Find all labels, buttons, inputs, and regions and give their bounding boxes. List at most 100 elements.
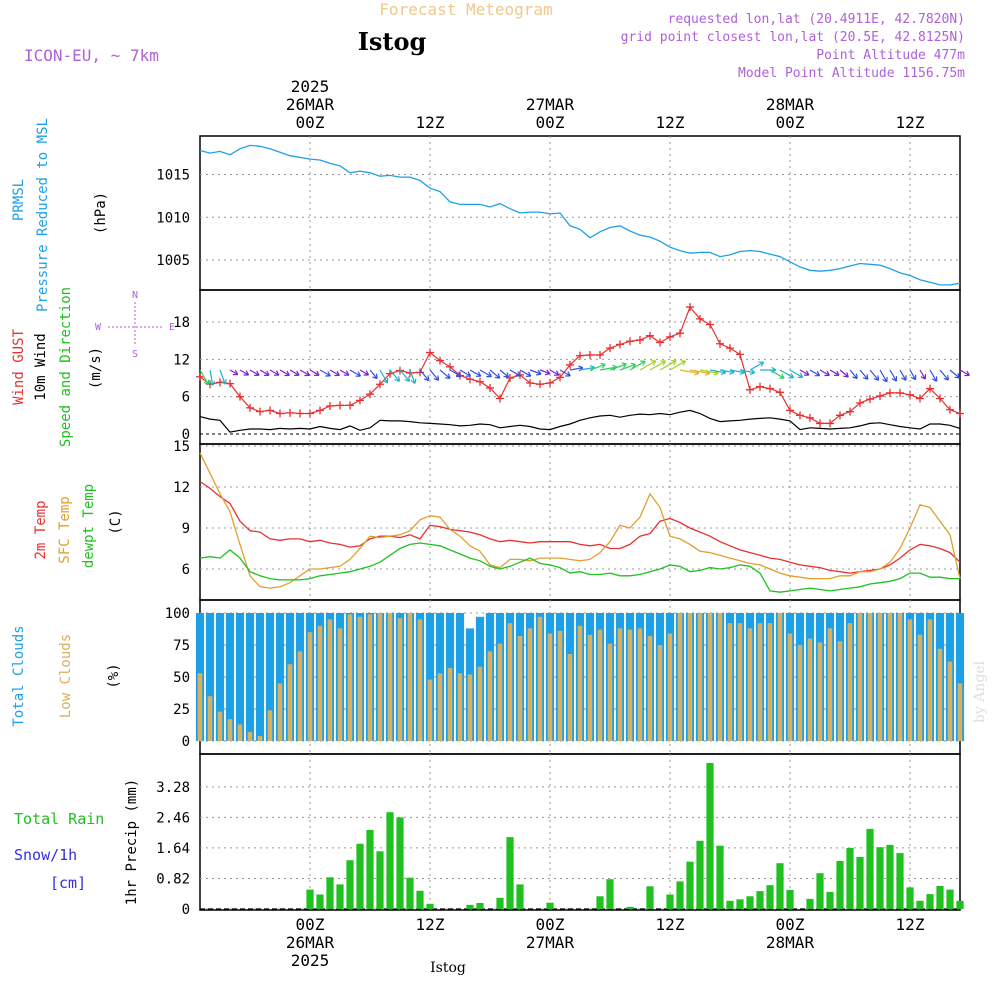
wind-arrow-19 bbox=[389, 369, 401, 382]
gust-marker-36 bbox=[556, 373, 564, 382]
low-cloud-bar-54 bbox=[737, 623, 743, 741]
gust-marker-74 bbox=[936, 394, 944, 403]
gust-marker-66 bbox=[856, 398, 864, 407]
top-date-label-0: 26MAR bbox=[286, 95, 335, 114]
low-cloud-bar-57 bbox=[767, 623, 773, 741]
wind-arrow-73 bbox=[929, 369, 938, 382]
wind-arrow-28 bbox=[479, 369, 492, 378]
wind-arrow-58 bbox=[779, 369, 795, 379]
precip-bar-51 bbox=[706, 763, 714, 909]
bottom-hour-label-3: 12Z bbox=[656, 915, 685, 934]
low-cloud-bar-65 bbox=[847, 623, 853, 741]
location-title: Istog bbox=[358, 27, 427, 56]
grid-point-coords: grid point closest lon,lat (20.5E, 42.81… bbox=[621, 30, 965, 45]
total-cloud-bar-3 bbox=[225, 613, 235, 741]
low-cloud-bar-26 bbox=[457, 673, 463, 741]
total-cloud-bar-1 bbox=[205, 613, 215, 741]
gust-marker-0 bbox=[196, 372, 204, 381]
top-hour-label-3: 12Z bbox=[656, 113, 685, 132]
gust-marker-68 bbox=[876, 392, 884, 401]
gust-marker-31 bbox=[506, 374, 514, 382]
gust-marker-73 bbox=[926, 384, 934, 393]
precip-bar-62 bbox=[816, 873, 824, 909]
gust-marker-23 bbox=[426, 348, 434, 357]
wind-arrow-41 bbox=[609, 362, 627, 371]
low-cloud-bar-63 bbox=[827, 628, 833, 741]
ytick-label-4-3: 2.46 bbox=[156, 810, 190, 826]
wind-arrow-42 bbox=[619, 362, 637, 371]
wind-arrow-8 bbox=[279, 369, 290, 377]
gust-marker-30 bbox=[496, 394, 504, 403]
low-cloud-bar-64 bbox=[837, 641, 843, 741]
low-cloud-bar-4 bbox=[237, 724, 243, 741]
wind-arrow-61 bbox=[809, 369, 821, 377]
low-cloud-bar-9 bbox=[287, 664, 293, 741]
ytick-label-1-0: 0 bbox=[182, 427, 190, 443]
gust-marker-63 bbox=[826, 419, 834, 428]
low-cloud-bar-19 bbox=[387, 613, 393, 741]
wind-dir-label: Speed and Direction bbox=[58, 287, 74, 447]
cm-unit: [cm] bbox=[50, 874, 86, 892]
model-label: ICON-EU, ~ 7km bbox=[24, 46, 159, 65]
wind-arrow-5 bbox=[249, 369, 260, 376]
wind-arrow-18 bbox=[379, 369, 389, 384]
total-cloud-bar-5 bbox=[245, 613, 255, 741]
gust-marker-64 bbox=[836, 411, 844, 420]
low-cloud-bar-25 bbox=[447, 668, 453, 741]
ms-unit: (m/s) bbox=[88, 347, 104, 389]
precip-bar-12 bbox=[316, 894, 324, 909]
wind-arrow-64 bbox=[839, 369, 849, 378]
precip-bar-63 bbox=[826, 891, 834, 909]
pressure-label: Pressure Reduced to MSL bbox=[35, 118, 51, 312]
temp2m-label: 2m Temp bbox=[33, 500, 49, 559]
gust-marker-59 bbox=[786, 406, 794, 415]
gust-marker-51 bbox=[706, 320, 714, 329]
ytick-label-1-1: 6 bbox=[182, 390, 190, 406]
precip-bar-23 bbox=[426, 903, 434, 909]
ytick-label-0-1: 1010 bbox=[156, 210, 190, 226]
gust-marker-41 bbox=[606, 344, 614, 353]
wind-arrow-74 bbox=[939, 369, 949, 381]
low-clouds-label: Low Clouds bbox=[58, 634, 74, 718]
low-cloud-bar-62 bbox=[817, 642, 823, 741]
gust-marker-45 bbox=[646, 331, 654, 340]
wind-arrow-69 bbox=[889, 369, 898, 382]
precip-bar-11 bbox=[306, 889, 314, 909]
snow-label: Snow/1h bbox=[14, 846, 77, 864]
low-cloud-bar-41 bbox=[607, 643, 613, 741]
low-cloud-bar-1 bbox=[207, 696, 213, 741]
gust-marker-4 bbox=[236, 392, 244, 401]
model-point-altitude: Model Point Altitude 1156.75m bbox=[738, 66, 965, 81]
low-cloud-bar-74 bbox=[937, 648, 943, 741]
gust-marker-53 bbox=[726, 344, 734, 353]
low-cloud-bar-33 bbox=[527, 628, 533, 741]
gust-marker-25 bbox=[446, 362, 454, 371]
low-cloud-bar-17 bbox=[367, 614, 373, 741]
low-cloud-bar-21 bbox=[407, 613, 413, 741]
wind-arrow-21 bbox=[409, 369, 417, 384]
wind-arrow-72 bbox=[919, 369, 926, 380]
low-cloud-bar-45 bbox=[647, 636, 653, 741]
wind-arrow-65 bbox=[849, 369, 858, 380]
gust-marker-69 bbox=[886, 388, 894, 397]
sfc-temp-label: SFC Temp bbox=[57, 496, 73, 563]
wind-arrow-44 bbox=[639, 360, 657, 371]
low-cloud-bar-37 bbox=[567, 654, 573, 741]
precip-bar-56 bbox=[756, 891, 764, 909]
low-cloud-bar-70 bbox=[897, 613, 903, 741]
wind-arrow-34 bbox=[539, 369, 551, 376]
top-date-label-4: 28MAR bbox=[766, 95, 815, 114]
low-cloud-bar-10 bbox=[297, 651, 303, 741]
wind-arrow-36 bbox=[559, 369, 571, 377]
wind-arrow-60 bbox=[799, 369, 810, 376]
wind-arrow-12 bbox=[319, 369, 331, 377]
low-cloud-bar-23 bbox=[427, 679, 433, 741]
hpa-unit: (hPa) bbox=[93, 192, 109, 234]
bottom-hour-label-0: 00Z bbox=[296, 915, 325, 934]
low-cloud-bar-34 bbox=[537, 616, 543, 741]
top-hour-label-2: 00Z bbox=[536, 113, 565, 132]
low-cloud-bar-7 bbox=[267, 710, 273, 741]
gust-marker-60 bbox=[796, 411, 804, 420]
gust-marker-43 bbox=[626, 337, 634, 346]
gust-marker-24 bbox=[436, 356, 444, 365]
